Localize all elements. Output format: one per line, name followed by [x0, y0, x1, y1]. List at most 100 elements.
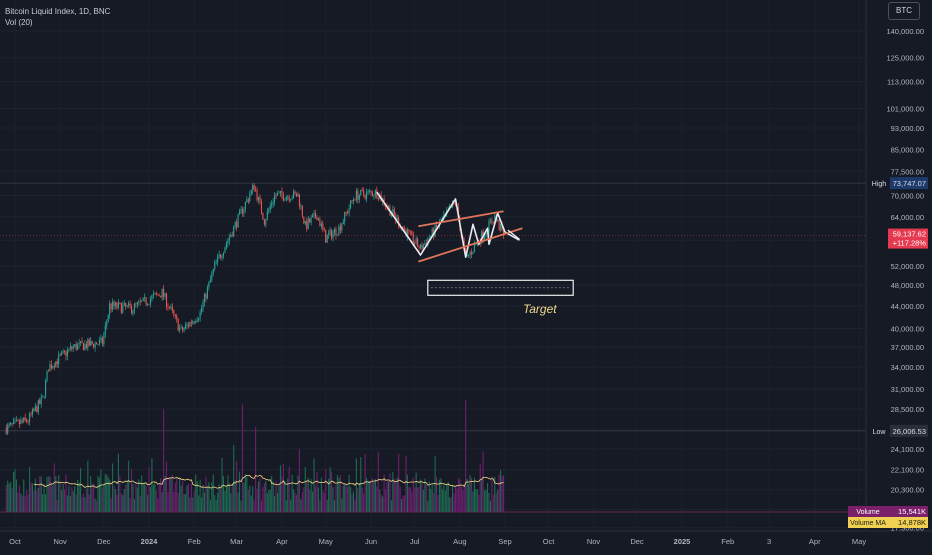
volume-bar	[184, 493, 187, 512]
candle	[240, 206, 242, 215]
candle-body	[161, 288, 163, 298]
candle-body	[329, 230, 331, 234]
candle-body	[18, 420, 20, 425]
volume-badge-tag-bg	[848, 506, 888, 517]
candle	[469, 250, 471, 259]
candle-body	[272, 201, 274, 205]
candle-body	[8, 424, 10, 426]
candle-body	[411, 231, 413, 234]
candle-body	[217, 256, 219, 262]
candle	[209, 275, 211, 284]
y-tick-label: 52,000.00	[891, 262, 924, 271]
candle	[247, 197, 249, 205]
candle	[59, 352, 61, 356]
volume-bar	[449, 497, 451, 512]
candle	[201, 304, 203, 315]
volume-badge-value-bg	[888, 506, 928, 517]
candle-body	[260, 201, 263, 213]
volume-bar	[453, 493, 455, 512]
volume-bar	[240, 500, 242, 512]
candle	[354, 198, 356, 201]
volume-bar	[129, 498, 131, 512]
candle	[119, 302, 121, 305]
volume-bar	[316, 471, 318, 512]
candle-body	[190, 322, 192, 324]
candle	[148, 303, 150, 305]
candle	[128, 301, 130, 308]
candle	[151, 294, 153, 302]
candle	[236, 218, 238, 232]
candle-body	[107, 314, 109, 322]
candle	[120, 302, 122, 315]
volume-bar	[491, 476, 493, 512]
candle-body	[230, 235, 232, 238]
candle	[168, 306, 170, 310]
candle-body	[5, 428, 7, 434]
volume-bar	[236, 461, 238, 512]
candle-body	[475, 244, 477, 246]
candle-body	[430, 235, 432, 239]
candle	[249, 190, 251, 204]
high-badge: High 73,747.07	[868, 177, 928, 190]
volume-bar	[475, 489, 477, 512]
volume-bar	[335, 485, 337, 512]
candle-body	[227, 240, 229, 244]
candle-body	[138, 301, 140, 303]
volume-bar	[144, 482, 146, 512]
volume-bar	[27, 494, 29, 512]
volume-bar	[300, 499, 302, 512]
candle	[15, 416, 18, 423]
volume-bar	[233, 444, 235, 512]
candle-body	[345, 211, 347, 213]
candle	[24, 413, 26, 422]
candle-body	[205, 293, 207, 299]
candle	[203, 292, 206, 307]
volume-bar	[123, 489, 125, 512]
candle	[136, 301, 138, 309]
candle-body	[146, 304, 149, 305]
candle	[350, 200, 352, 210]
candle-body	[502, 231, 505, 236]
candle-body	[228, 237, 230, 241]
candle-body	[322, 223, 324, 229]
candle	[52, 365, 54, 370]
volume-bar	[196, 481, 198, 512]
volume-bar	[122, 495, 124, 512]
candle	[58, 351, 60, 369]
candle-body	[192, 321, 194, 324]
volume-bar	[468, 484, 470, 512]
candle	[109, 300, 111, 319]
candle	[72, 344, 74, 353]
price-axis[interactable]: 140,000.00 125,000.00 113,000.00 101,000.00…	[865, 0, 924, 533]
candle	[74, 344, 76, 348]
candle-body	[271, 204, 273, 206]
volume-bar	[354, 499, 356, 512]
candle-body	[336, 234, 338, 236]
time-axis[interactable]: Oct Nov Dec 2024 Feb Mar Apr May Jun Jul Aug Sep Oct…	[0, 530, 932, 546]
candle-body	[186, 324, 188, 326]
symbol-button[interactable]: BTC	[888, 2, 920, 20]
candle-body	[97, 344, 99, 345]
high-badge-value-bg	[890, 177, 928, 190]
volume-bar	[65, 474, 67, 512]
candle	[141, 300, 143, 303]
volume-bar	[133, 499, 135, 512]
candle	[421, 241, 423, 252]
candle-body	[128, 303, 130, 306]
candle	[8, 422, 10, 429]
volume-bar	[244, 473, 246, 512]
candle	[269, 201, 271, 213]
candle-body	[240, 209, 242, 211]
candle	[252, 183, 254, 195]
candle-body	[364, 194, 366, 199]
volume-bar	[50, 482, 52, 512]
volume-bar	[246, 476, 248, 512]
candle-body	[214, 262, 216, 269]
volume-bar	[17, 492, 19, 512]
candle	[293, 189, 295, 199]
candle-body	[148, 304, 150, 305]
volume-bar	[361, 487, 363, 512]
candle-body	[33, 409, 35, 411]
